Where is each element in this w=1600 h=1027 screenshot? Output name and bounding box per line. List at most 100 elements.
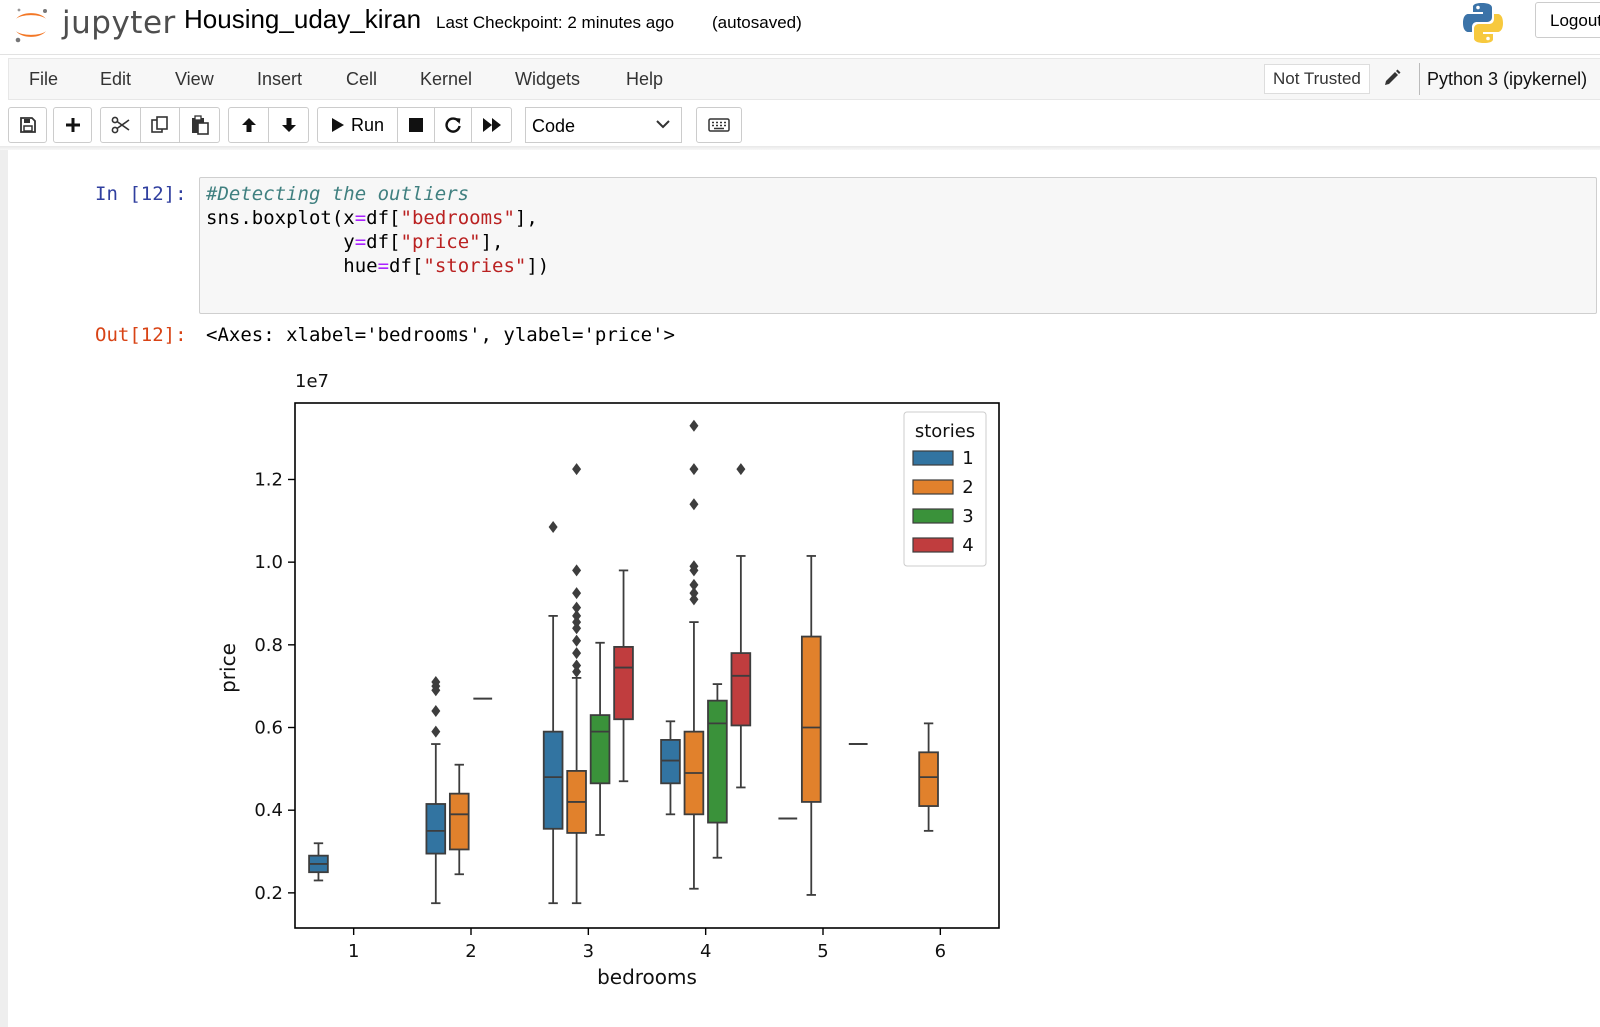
box-iqr bbox=[918, 751, 939, 807]
outlier-point bbox=[689, 419, 699, 432]
code-cell-input[interactable]: #Detecting the outliers sns.boxplot(x=df… bbox=[199, 177, 1597, 314]
insert-cell-button[interactable] bbox=[53, 107, 92, 143]
plus-icon bbox=[65, 118, 80, 132]
outlier-point bbox=[572, 587, 582, 600]
box-iqr bbox=[707, 699, 728, 824]
trust-button[interactable]: Not Trusted bbox=[1264, 64, 1370, 94]
jupyter-logo[interactable]: jupyter bbox=[10, 3, 175, 43]
outlier-point bbox=[736, 463, 746, 476]
box-iqr bbox=[730, 652, 752, 727]
y-axis-title: price bbox=[216, 643, 240, 693]
legend-swatch bbox=[912, 450, 954, 466]
chart-legend: stories 1 2 3 4 bbox=[903, 411, 987, 567]
run-all-button[interactable] bbox=[471, 107, 512, 143]
menu-help[interactable]: Help bbox=[626, 69, 664, 89]
box-iqr bbox=[589, 714, 611, 785]
box-iqr bbox=[800, 635, 822, 803]
copy-button[interactable] bbox=[140, 107, 180, 143]
outlier-point bbox=[572, 601, 582, 614]
outlier-point bbox=[431, 725, 441, 738]
save-button[interactable] bbox=[8, 107, 47, 143]
move-down-button[interactable] bbox=[268, 107, 309, 143]
keyboard-icon bbox=[708, 118, 730, 132]
cut-button[interactable] bbox=[100, 107, 141, 143]
y-tick-label: 0.8 bbox=[254, 635, 283, 656]
y-tick-label: 0.4 bbox=[254, 800, 283, 821]
paste-icon bbox=[191, 115, 209, 135]
legend-label: 2 bbox=[962, 477, 973, 498]
outlier-point bbox=[572, 634, 582, 647]
box-group bbox=[308, 842, 329, 882]
outlier-point bbox=[689, 463, 699, 476]
output-text: <Axes: xlabel='bedrooms', ylabel='price'… bbox=[206, 324, 675, 346]
toolbar: Run Code bbox=[8, 107, 1600, 145]
legend-title: stories bbox=[915, 421, 975, 442]
cell-type-select[interactable]: Code bbox=[525, 107, 682, 143]
interrupt-button[interactable] bbox=[397, 107, 435, 143]
box-group bbox=[660, 720, 681, 816]
x-tick-label: 2 bbox=[465, 941, 476, 962]
y-tick-label: 1.0 bbox=[254, 552, 283, 573]
chevron-down-icon bbox=[656, 120, 670, 129]
outlier-point bbox=[572, 609, 582, 622]
box-group bbox=[542, 521, 564, 905]
menu-kernel[interactable]: Kernel bbox=[420, 69, 473, 89]
run-label: Run bbox=[350, 114, 385, 135]
x-tick-label: 3 bbox=[583, 941, 594, 962]
x-axis-title: bedrooms bbox=[597, 965, 697, 989]
y-tick-label: 1.2 bbox=[254, 469, 283, 490]
menubar: File Edit View Insert Cell Kernel Widget… bbox=[8, 58, 1600, 100]
legend-swatch bbox=[912, 479, 954, 495]
menu-insert[interactable]: Insert bbox=[257, 69, 303, 89]
box-iqr bbox=[542, 730, 564, 830]
outlier-point bbox=[689, 560, 699, 573]
menu-edit[interactable]: Edit bbox=[100, 69, 132, 89]
y-axis: 0.2 0.4 0.6 0.8 1.0 1.2 bbox=[254, 469, 295, 904]
menu-cell[interactable]: Cell bbox=[346, 69, 378, 89]
box-group bbox=[448, 763, 470, 876]
x-tick-label: 1 bbox=[348, 941, 359, 962]
outlier-point bbox=[431, 704, 441, 717]
legend-label: 3 bbox=[962, 506, 973, 527]
arrow-down-icon bbox=[281, 118, 296, 132]
box-group bbox=[730, 463, 752, 789]
outlier-point bbox=[572, 564, 582, 577]
python-logo-icon bbox=[1463, 3, 1503, 43]
run-icon bbox=[331, 118, 344, 132]
move-up-button[interactable] bbox=[228, 107, 269, 143]
autosave-status: (autosaved) bbox=[712, 13, 802, 32]
legend-label: 4 bbox=[962, 535, 973, 556]
code-comment: #Detecting the outliers bbox=[206, 183, 470, 205]
menu-file[interactable]: File bbox=[29, 69, 59, 89]
input-prompt: In [12]: bbox=[95, 183, 187, 205]
outlier-point bbox=[572, 616, 582, 629]
command-palette-button[interactable] bbox=[696, 107, 742, 143]
boxplot-chart: 1e7 0.2 0.4 0.6 0.8 1.0 1.2 1 2 3 4 5 6 bedrooms p… bbox=[216, 371, 1000, 989]
x-tick-label: 6 bbox=[935, 941, 946, 962]
outlier-point bbox=[689, 498, 699, 511]
outlier-point bbox=[689, 587, 699, 600]
y-offset-label: 1e7 bbox=[295, 371, 329, 392]
menu-view[interactable]: View bbox=[175, 69, 214, 89]
box-group bbox=[918, 722, 939, 832]
kernel-indicator[interactable]: Python 3 (ipykernel) bbox=[1427, 69, 1588, 89]
box-iqr bbox=[448, 792, 470, 851]
notebook-header: jupyter Housing_uday_kiran Last Checkpoi… bbox=[0, 0, 1600, 55]
box-iqr bbox=[660, 739, 681, 785]
stop-icon bbox=[409, 118, 423, 132]
outlier-point bbox=[431, 676, 441, 689]
restart-button[interactable] bbox=[434, 107, 472, 143]
outlier-point bbox=[689, 578, 699, 591]
pencil-icon[interactable] bbox=[1382, 68, 1402, 88]
paste-button[interactable] bbox=[179, 107, 220, 143]
menu-widgets[interactable]: Widgets bbox=[515, 69, 581, 89]
plot-body bbox=[308, 419, 939, 905]
box-group bbox=[613, 569, 634, 783]
x-tick-label: 5 bbox=[817, 941, 828, 962]
run-button[interactable]: Run bbox=[317, 107, 398, 143]
box-group bbox=[425, 676, 447, 905]
box-group bbox=[589, 641, 611, 836]
notebook-title[interactable]: Housing_uday_kiran bbox=[184, 4, 422, 34]
logout-button[interactable]: Logout bbox=[1535, 2, 1600, 38]
outlier-point bbox=[572, 463, 582, 476]
